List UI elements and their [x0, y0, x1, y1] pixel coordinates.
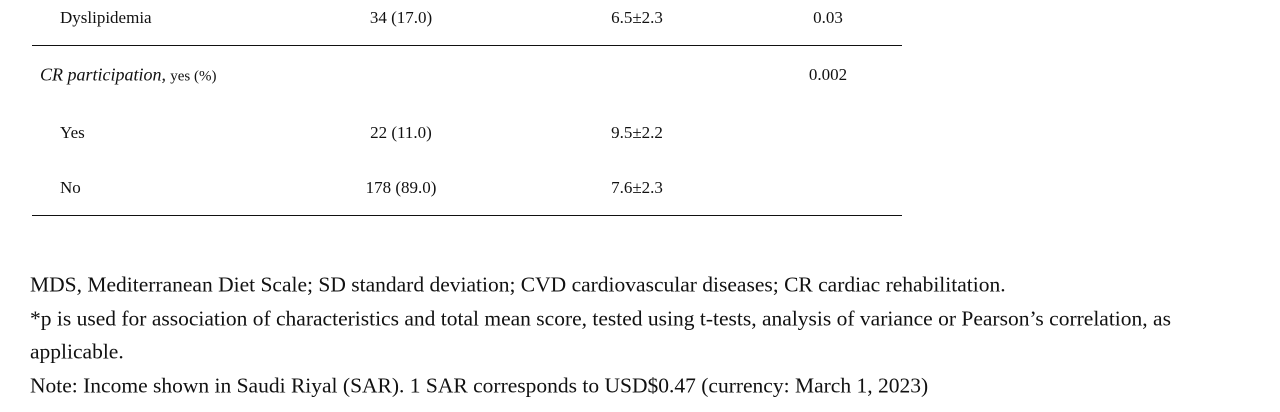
cell-value: 9.5±2.2 — [611, 123, 663, 142]
cell-value: 7.6±2.3 — [611, 178, 663, 197]
label-plain: yes (%) — [170, 68, 217, 85]
cell-value: 6.5±2.3 — [611, 8, 663, 27]
cell-value: 34 (17.0) — [369, 8, 433, 27]
footnote: Note: Income shown in Saudi Riyal (SAR).… — [30, 373, 929, 397]
footnote: applicable. — [30, 339, 124, 364]
cell-value: 0.03 — [813, 8, 843, 27]
footnote: *p is used for association of characteri… — [30, 306, 1171, 330]
row-label: CR participation, yes (%) — [40, 65, 216, 86]
cell-value: 178 (89.0) — [365, 178, 437, 197]
cell-value: 0.002 — [808, 65, 848, 84]
label-italic: CR participation, — [40, 64, 166, 85]
row-label: Yes — [60, 123, 85, 142]
table-rule — [32, 45, 902, 46]
footnote: MDS, Mediterranean Diet Scale; SD standa… — [30, 272, 1006, 297]
row-label: Dyslipidemia — [60, 8, 152, 27]
cell-value: 22 (11.0) — [370, 123, 432, 142]
table-rule — [32, 215, 902, 216]
row-label: No — [60, 178, 81, 197]
